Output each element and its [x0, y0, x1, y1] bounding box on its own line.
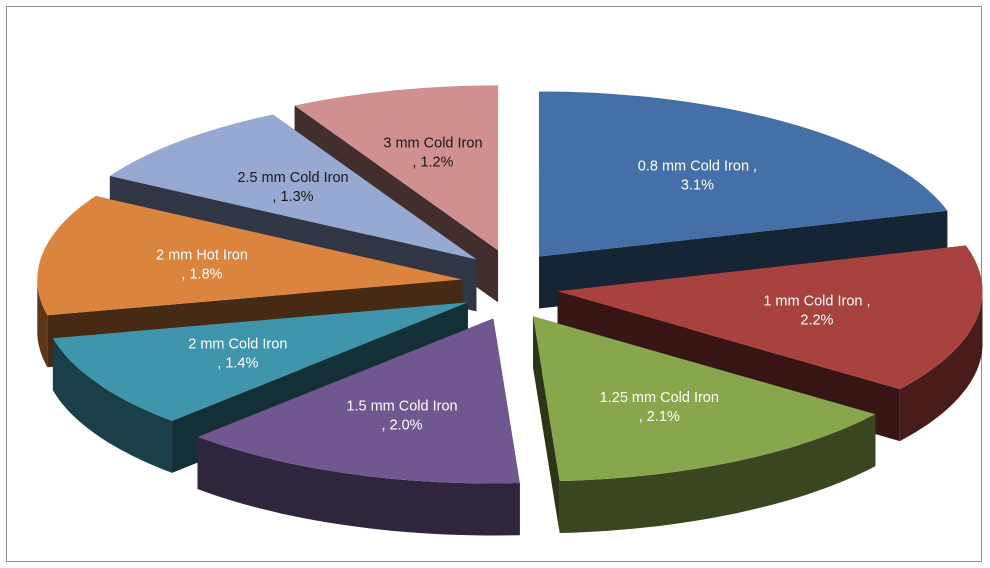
slice-label: 1 mm Cold Iron , — [763, 293, 870, 309]
slice-top — [557, 245, 983, 390]
slice-1-5-mm-cold-iron: 1.5 mm Cold Iron , 2.0% — [197, 318, 520, 536]
slice-label: 3 mm Cold Iron — [383, 135, 482, 151]
slice-1-mm-cold-iron: 1 mm Cold Iron , 2.2% — [557, 245, 983, 442]
slice-value-label: 3.1% — [681, 178, 714, 194]
slice-value-label: , 1.4% — [217, 355, 258, 371]
slice-outer-wall — [37, 279, 48, 368]
slice-1-25-mm-cold-iron: 1.25 mm Cold Iron , 2.1% — [533, 316, 876, 534]
slice-label: 2 mm Cold Iron — [188, 336, 287, 352]
slice-top — [539, 91, 948, 257]
slice-label: 2.5 mm Cold Iron — [237, 170, 348, 186]
slice-top — [109, 114, 477, 260]
slice-outer-wall — [559, 414, 876, 533]
slice-label: 1.25 mm Cold Iron — [600, 390, 719, 406]
slice-outer-wall — [197, 437, 520, 536]
slice-top — [37, 196, 463, 316]
slice-top — [52, 302, 468, 421]
slice-value-label: , 1.2% — [412, 154, 453, 170]
slice-value-label: , 2.0% — [381, 417, 422, 433]
slice-label: 0.8 mm Cold Iron , — [638, 159, 757, 175]
slice-top — [197, 318, 520, 484]
slice-outer-wall — [52, 338, 172, 473]
slice-label: 1.5 mm Cold Iron — [346, 398, 457, 414]
slice-top — [533, 316, 876, 481]
slice-value-label: , 2.1% — [639, 409, 680, 425]
slice-top — [294, 85, 499, 251]
slice-side-wall — [533, 316, 560, 534]
slice-value-label: , 1.8% — [181, 267, 222, 283]
slice-label: 2 mm Hot Iron — [156, 248, 248, 264]
slice-value-label: , 1.3% — [272, 189, 313, 205]
slice-outer-wall — [899, 291, 983, 442]
slice-value-label: 2.2% — [800, 312, 833, 328]
